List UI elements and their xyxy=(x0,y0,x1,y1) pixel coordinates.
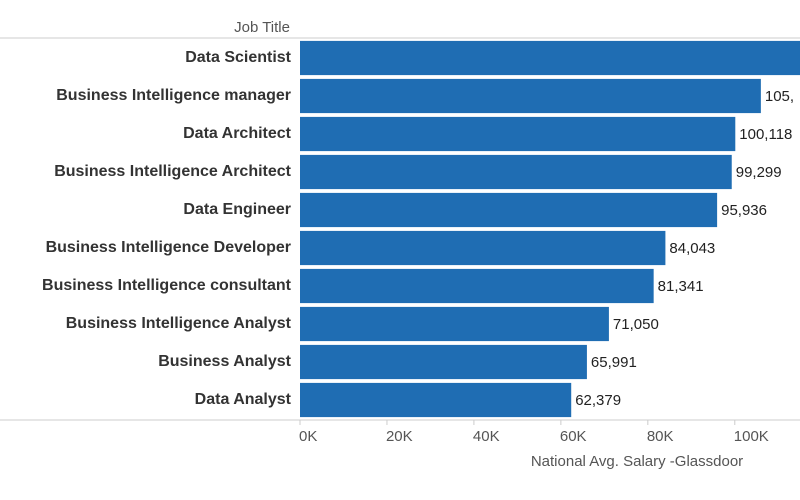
x-tick-label: 60K xyxy=(560,428,587,445)
x-axis-title: National Avg. Salary -Glassdoor xyxy=(531,453,743,470)
x-tick-label: 20K xyxy=(386,428,413,445)
value-label: 71,050 xyxy=(613,316,659,333)
bar xyxy=(300,230,666,266)
bar xyxy=(300,268,654,304)
category-label: Business Intelligence Analyst xyxy=(66,315,292,332)
category-label: Data Scientist xyxy=(185,49,291,66)
category-label: Business Intelligence Architect xyxy=(54,163,291,180)
value-label: 81,341 xyxy=(658,278,704,295)
value-label: 65,991 xyxy=(591,354,637,371)
bar xyxy=(300,344,587,380)
bar xyxy=(300,78,761,114)
category-axis-title: Job Title xyxy=(234,19,290,36)
bar xyxy=(300,154,732,190)
bar xyxy=(300,40,800,76)
x-tick-label: 80K xyxy=(647,428,674,445)
category-label: Business Intelligence manager xyxy=(56,87,291,104)
category-label: Data Architect xyxy=(183,125,292,142)
category-label: Business Intelligence consultant xyxy=(42,277,292,294)
bar xyxy=(300,192,718,228)
category-label: Data Engineer xyxy=(183,201,291,218)
category-label: Data Analyst xyxy=(195,391,292,408)
value-label: 100,118 xyxy=(739,126,792,143)
value-label: 99,299 xyxy=(736,164,782,181)
bar xyxy=(300,306,609,342)
category-label: Business Intelligence Developer xyxy=(46,239,291,256)
x-tick-label: 100K xyxy=(734,428,769,445)
value-label: 62,379 xyxy=(575,392,621,409)
bar xyxy=(300,116,736,152)
category-label: Business Analyst xyxy=(158,353,291,370)
x-tick-label: 0K xyxy=(299,428,317,445)
value-label: 95,936 xyxy=(721,202,767,219)
value-label: 105, xyxy=(765,88,794,105)
bar xyxy=(300,382,572,418)
value-label: 84,043 xyxy=(669,240,715,257)
x-tick-label: 40K xyxy=(473,428,500,445)
